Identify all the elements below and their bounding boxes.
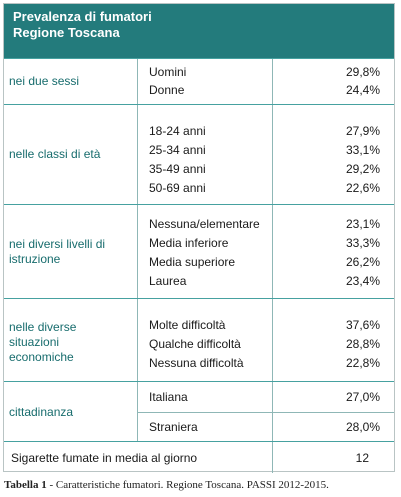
- caption-bold: Tabella 1: [4, 479, 47, 491]
- category-label: nelle classi di età: [9, 147, 101, 161]
- table-row: 50-69 anni 22,6%: [149, 181, 380, 195]
- table-row: Donne 24,4%: [149, 83, 380, 97]
- table-title-line1: Prevalenza di fumatori: [13, 9, 152, 24]
- table-row: Nessuna difficoltà 22,8%: [149, 356, 380, 370]
- table-row: Italiana 27,0%: [149, 390, 380, 404]
- table-row: Laurea 23,4%: [149, 274, 380, 288]
- category-label: nelle diverse situazioni economiche: [9, 320, 77, 364]
- table-header: Prevalenza di fumatori Regione Toscana: [4, 4, 394, 58]
- group-sex: nei due sessi Uomini 29,8% Donne 24,4%: [4, 58, 394, 104]
- category-label: nei due sessi: [9, 74, 80, 88]
- group-age: nelle classi di età 18-24 anni 27,9% 25-…: [4, 104, 394, 204]
- table-row: Nessuna/elementare 23,1%: [149, 217, 380, 231]
- caption-text: - Caratteristiche fumatori. Regione Tosc…: [46, 479, 329, 491]
- table-row: 35-49 anni 29,2%: [149, 162, 380, 176]
- table-row: 25-34 anni 33,1%: [149, 143, 380, 157]
- table-row: 18-24 anni 27,9%: [149, 124, 380, 138]
- table-row: Qualche difficoltà 28,8%: [149, 337, 380, 351]
- group-education: nei diversi livelli di istruzione Nessun…: [4, 204, 394, 298]
- group-citizenship: cittadinanza Italiana 27,0% Straniera 28…: [4, 381, 394, 441]
- cigarettes-value: 12: [355, 451, 369, 465]
- cigarettes-row: Sigarette fumate in media al giorno 12: [4, 441, 394, 473]
- group-economic: nelle diverse situazioni economiche Molt…: [4, 298, 394, 381]
- table-row: Uomini 29,8%: [149, 65, 380, 79]
- table-row: Straniera 28,0%: [149, 420, 380, 434]
- category-label: nei diversi livelli di istruzione: [9, 237, 106, 266]
- category-label: cittadinanza: [9, 405, 74, 419]
- table-row: Media superiore 26,2%: [149, 255, 380, 269]
- smokers-table: Prevalenza di fumatori Regione Toscana n…: [3, 3, 395, 473]
- table-row: Media inferiore 33,3%: [149, 236, 380, 250]
- cigarettes-label: Sigarette fumate in media al giorno: [11, 451, 198, 465]
- table-row: Molte difficoltà 37,6%: [149, 318, 380, 332]
- table-title-line2: Regione Toscana: [13, 25, 120, 40]
- table-caption: Tabella 1 - Caratteristiche fumatori. Re…: [4, 479, 329, 491]
